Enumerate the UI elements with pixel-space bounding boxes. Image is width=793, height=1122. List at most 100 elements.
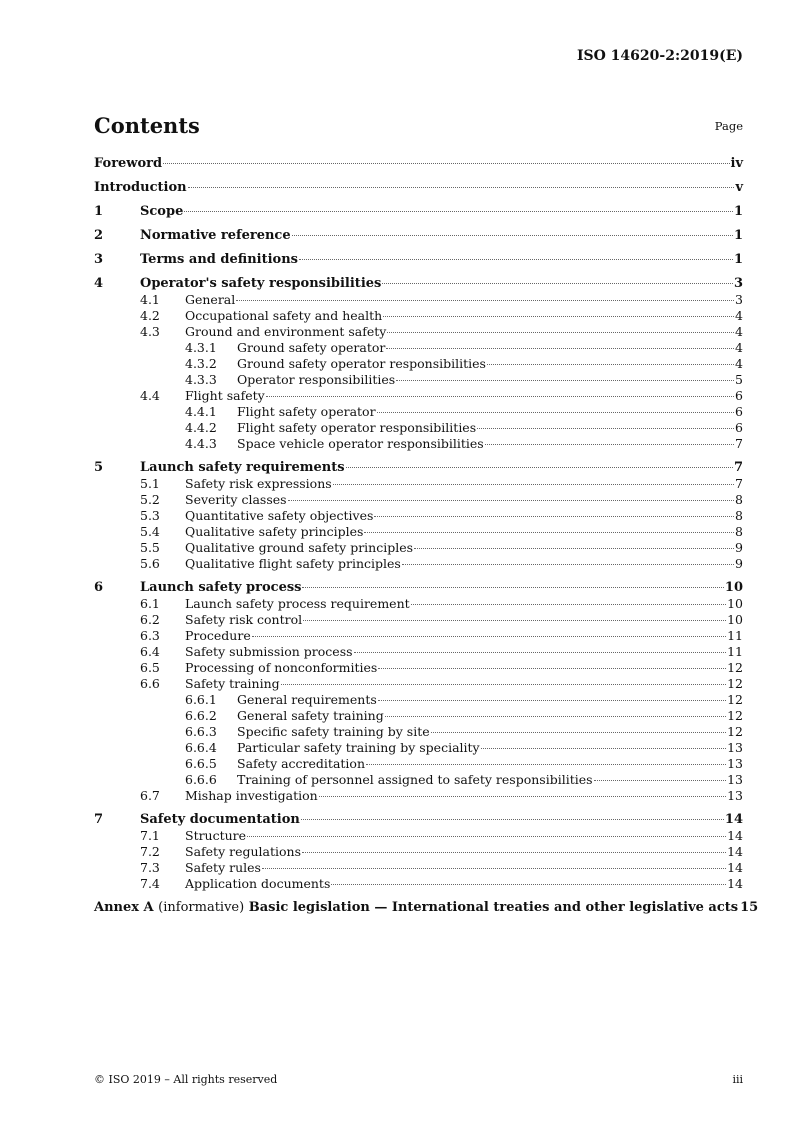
- toc-entry-page[interactable]: 12: [727, 660, 743, 675]
- toc-entry-page[interactable]: 10: [724, 580, 743, 595]
- toc-entry[interactable]: 4.4.1 Flight safety operator 6: [94, 404, 743, 420]
- toc-entry-title[interactable]: Structure: [185, 828, 247, 843]
- toc-entry[interactable]: 7.2 Safety regulations 14: [94, 844, 743, 860]
- toc-entry[interactable]: 2 Normative reference 1: [94, 228, 743, 244]
- toc-entry[interactable]: 5.1 Safety risk expressions 7: [94, 476, 743, 492]
- toc-entry-page[interactable]: 12: [727, 708, 743, 723]
- toc-entry[interactable]: Annex A (informative) Basic legislation …: [94, 900, 758, 916]
- toc-entry-title[interactable]: Launch safety requirements: [140, 460, 345, 475]
- toc-entry-title[interactable]: Application documents: [185, 876, 331, 891]
- toc-entry-page[interactable]: 7: [735, 436, 743, 451]
- toc-entry[interactable]: 7.4 Application documents 14: [94, 876, 743, 892]
- toc-entry-title[interactable]: Operator's safety responsibilities: [140, 276, 382, 291]
- toc-entry-page[interactable]: 10: [727, 596, 743, 611]
- toc-entry[interactable]: 6.6.1 General requirements 12: [94, 692, 743, 708]
- toc-entry-title[interactable]: Qualitative safety principles: [185, 524, 364, 539]
- toc-entry[interactable]: 3 Terms and definitions 1: [94, 252, 743, 268]
- toc-entry-page[interactable]: 14: [727, 860, 743, 875]
- toc-entry-title[interactable]: Operator responsibilities: [237, 372, 396, 387]
- toc-entry[interactable]: 5.2 Severity classes 8: [94, 492, 743, 508]
- toc-entry-title[interactable]: Launch safety process: [140, 580, 302, 595]
- toc-entry-page[interactable]: 13: [727, 788, 743, 803]
- toc-entry[interactable]: 7.1 Structure 14: [94, 828, 743, 844]
- toc-entry-title[interactable]: Safety risk control: [185, 612, 303, 627]
- toc-entry-page[interactable]: 13: [727, 772, 743, 787]
- toc-entry-page[interactable]: 5: [735, 372, 743, 387]
- toc-entry-page[interactable]: 7: [733, 460, 743, 475]
- toc-entry-page[interactable]: iv: [730, 156, 744, 171]
- toc-entry-title[interactable]: Flight safety operator responsibilities: [237, 420, 477, 435]
- toc-entry-page[interactable]: 6: [735, 388, 743, 403]
- toc-entry-title[interactable]: General: [185, 292, 236, 307]
- toc-entry-title[interactable]: Quantitative safety objectives: [185, 508, 374, 523]
- toc-entry-page[interactable]: 6: [735, 404, 743, 419]
- toc-entry-title[interactable]: Terms and definitions: [140, 252, 298, 267]
- toc-entry[interactable]: 5 Launch safety requirements 7: [94, 460, 743, 476]
- toc-entry[interactable]: Foreword iv: [94, 156, 743, 172]
- toc-entry[interactable]: 6 Launch safety process 10: [94, 580, 743, 596]
- toc-entry[interactable]: 4.4.3 Space vehicle operator responsibili…: [94, 436, 743, 452]
- toc-entry-title[interactable]: Qualitative ground safety principles: [185, 540, 414, 555]
- toc-entry[interactable]: 6.6.4 Particular safety training by speci…: [94, 740, 743, 756]
- toc-entry[interactable]: 6.6.5 Safety accreditation 13: [94, 756, 743, 772]
- toc-entry-title[interactable]: Safety submission process: [185, 644, 353, 659]
- toc-entry-title[interactable]: Occupational safety and health: [185, 308, 383, 323]
- toc-entry-title[interactable]: Specific safety training by site: [237, 724, 430, 739]
- toc-entry-page[interactable]: 10: [727, 612, 743, 627]
- toc-entry-title[interactable]: Safety risk expressions: [185, 476, 332, 491]
- toc-entry-page[interactable]: 4: [735, 356, 743, 371]
- toc-entry[interactable]: 7.3 Safety rules 14: [94, 860, 743, 876]
- toc-entry-title[interactable]: Processing of nonconformities: [185, 660, 378, 675]
- toc-entry-page[interactable]: v: [735, 180, 743, 195]
- toc-entry-page[interactable]: 15: [740, 900, 759, 915]
- toc-entry-page[interactable]: 13: [727, 756, 743, 771]
- toc-entry-title[interactable]: Normative reference: [140, 228, 291, 243]
- toc-entry[interactable]: 5.5 Qualitative ground safety principles 9: [94, 540, 743, 556]
- toc-entry[interactable]: 6.6 Safety training 12: [94, 676, 743, 692]
- toc-entry-page[interactable]: 9: [735, 540, 743, 555]
- toc-entry-page[interactable]: 3: [733, 276, 743, 291]
- toc-entry[interactable]: 6.3 Procedure 11: [94, 628, 743, 644]
- toc-entry-page[interactable]: 4: [735, 340, 743, 355]
- toc-entry-title[interactable]: Introduction: [94, 180, 187, 195]
- toc-entry-title[interactable]: Ground safety operator: [237, 340, 386, 355]
- toc-entry[interactable]: 4 Operator's safety responsibilities 3: [94, 276, 743, 292]
- toc-entry-page[interactable]: 8: [735, 508, 743, 523]
- toc-entry[interactable]: 5.6 Qualitative flight safety principles 9: [94, 556, 743, 572]
- toc-entry[interactable]: 6.5 Processing of nonconformities 12: [94, 660, 743, 676]
- toc-entry[interactable]: 4.3.2 Ground safety operator responsibili…: [94, 356, 743, 372]
- toc-entry-title[interactable]: Flight safety operator: [237, 404, 376, 419]
- toc-entry[interactable]: 4.3 Ground and environment safety 4: [94, 324, 743, 340]
- toc-entry-title[interactable]: Qualitative flight safety principles: [185, 556, 401, 571]
- toc-entry-page[interactable]: 3: [735, 292, 743, 307]
- toc-entry[interactable]: 5.3 Quantitative safety objectives 8: [94, 508, 743, 524]
- toc-entry[interactable]: 6.2 Safety risk control 10: [94, 612, 743, 628]
- toc-entry-title[interactable]: Foreword: [94, 156, 163, 171]
- toc-entry[interactable]: 5.4 Qualitative safety principles 8: [94, 524, 743, 540]
- toc-entry[interactable]: 4.4 Flight safety 6: [94, 388, 743, 404]
- toc-entry[interactable]: 6.4 Safety submission process 11: [94, 644, 743, 660]
- toc-entry[interactable]: 1 Scope 1: [94, 204, 743, 220]
- toc-entry[interactable]: 4.1 General 3: [94, 292, 743, 308]
- toc-entry-page[interactable]: 14: [727, 828, 743, 843]
- toc-entry[interactable]: 6.7 Mishap investigation 13: [94, 788, 743, 804]
- toc-entry-title[interactable]: Mishap investigation: [185, 788, 318, 803]
- toc-entry-page[interactable]: 12: [727, 724, 743, 739]
- toc-entry-page[interactable]: 11: [727, 644, 743, 659]
- toc-entry-page[interactable]: 9: [735, 556, 743, 571]
- toc-entry[interactable]: 6.1 Launch safety process requirement 10: [94, 596, 743, 612]
- toc-entry-page[interactable]: 12: [727, 676, 743, 691]
- toc-entry-title[interactable]: Particular safety training by speciality: [237, 740, 480, 755]
- toc-entry-title[interactable]: Ground and environment safety: [185, 324, 387, 339]
- toc-entry[interactable]: 4.2 Occupational safety and health 4: [94, 308, 743, 324]
- toc-entry-title[interactable]: Safety accreditation: [237, 756, 365, 771]
- toc-entry-page[interactable]: 1: [733, 252, 743, 267]
- toc-entry-title[interactable]: General requirements: [237, 692, 377, 707]
- toc-entry[interactable]: 4.4.2 Flight safety operator responsibili…: [94, 420, 743, 436]
- toc-entry-title[interactable]: General safety training: [237, 708, 384, 723]
- toc-entry-title[interactable]: Ground safety operator responsibilities: [237, 356, 486, 371]
- toc-entry-page[interactable]: 1: [733, 204, 743, 219]
- toc-entry-title[interactable]: Safety documentation: [140, 812, 300, 827]
- toc-entry-title[interactable]: Scope: [140, 204, 184, 219]
- toc-entry-title[interactable]: Flight safety: [185, 388, 265, 403]
